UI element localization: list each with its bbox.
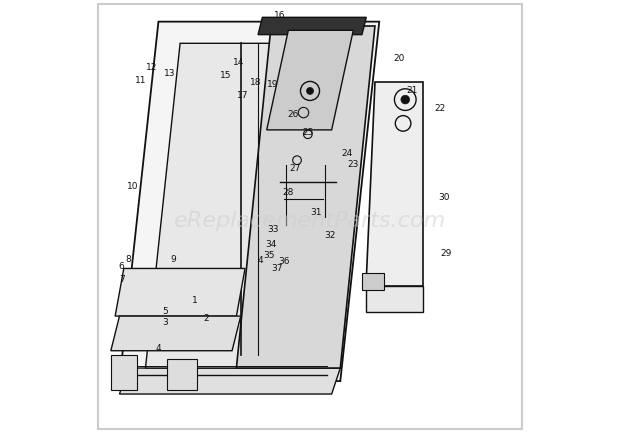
Polygon shape bbox=[236, 26, 375, 368]
Text: 22: 22 bbox=[434, 104, 446, 113]
Text: 21: 21 bbox=[406, 87, 417, 95]
Text: 27: 27 bbox=[289, 165, 301, 173]
Text: 33: 33 bbox=[267, 225, 279, 234]
Text: 5: 5 bbox=[162, 307, 168, 316]
Text: 3: 3 bbox=[162, 318, 168, 327]
Polygon shape bbox=[366, 82, 423, 286]
Text: eReplacementParts.com: eReplacementParts.com bbox=[174, 211, 446, 231]
Polygon shape bbox=[362, 273, 384, 290]
Polygon shape bbox=[120, 22, 379, 381]
Text: 29: 29 bbox=[441, 249, 452, 258]
Text: 10: 10 bbox=[126, 182, 138, 191]
Text: 26: 26 bbox=[287, 110, 298, 119]
Circle shape bbox=[306, 87, 314, 94]
Text: 9: 9 bbox=[170, 255, 177, 264]
Text: 15: 15 bbox=[220, 71, 231, 80]
Text: 1: 1 bbox=[192, 297, 198, 305]
Text: 2: 2 bbox=[203, 314, 209, 323]
Polygon shape bbox=[111, 355, 137, 390]
Text: 14: 14 bbox=[233, 58, 244, 67]
Text: 8: 8 bbox=[125, 255, 131, 264]
Text: 18: 18 bbox=[250, 78, 262, 87]
Text: 7: 7 bbox=[119, 275, 125, 284]
Text: 34: 34 bbox=[265, 240, 277, 249]
Polygon shape bbox=[167, 359, 197, 390]
Text: 28: 28 bbox=[283, 188, 294, 197]
Text: 24: 24 bbox=[341, 149, 352, 158]
Text: 23: 23 bbox=[348, 160, 359, 169]
Text: 36: 36 bbox=[278, 258, 290, 266]
Text: 17: 17 bbox=[237, 91, 249, 100]
Text: 4: 4 bbox=[156, 344, 161, 353]
Text: 4: 4 bbox=[257, 256, 263, 265]
Text: 12: 12 bbox=[146, 63, 157, 71]
Text: 6: 6 bbox=[119, 262, 125, 271]
Polygon shape bbox=[146, 43, 353, 368]
Text: 31: 31 bbox=[311, 208, 322, 216]
Text: 37: 37 bbox=[272, 264, 283, 273]
Polygon shape bbox=[366, 286, 423, 312]
Text: 25: 25 bbox=[302, 128, 314, 136]
Polygon shape bbox=[111, 316, 241, 351]
Text: 20: 20 bbox=[393, 54, 404, 63]
Text: 32: 32 bbox=[324, 232, 335, 240]
Polygon shape bbox=[120, 368, 340, 394]
Polygon shape bbox=[258, 17, 366, 35]
Polygon shape bbox=[115, 268, 245, 316]
Text: 11: 11 bbox=[135, 76, 147, 84]
Text: 19: 19 bbox=[267, 80, 279, 89]
Text: 16: 16 bbox=[274, 11, 285, 19]
Circle shape bbox=[401, 95, 410, 104]
Polygon shape bbox=[267, 30, 353, 130]
Text: 30: 30 bbox=[438, 193, 450, 201]
Text: 13: 13 bbox=[164, 69, 175, 78]
Text: 35: 35 bbox=[263, 251, 275, 260]
